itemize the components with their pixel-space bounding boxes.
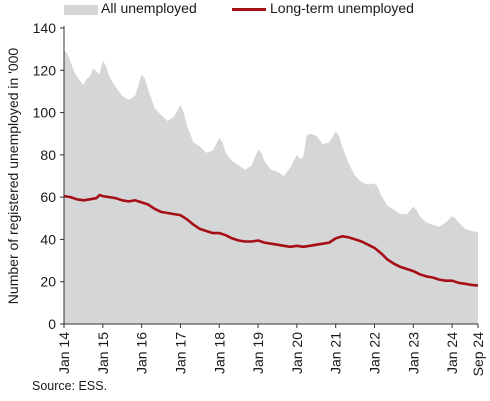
series-area-all-unemployed <box>64 50 478 324</box>
x-tick-label: Jan 24 <box>444 332 460 374</box>
legend-label-all-unemployed: All unemployed <box>101 0 197 16</box>
legend-swatch-long-term-unemployed <box>232 8 266 11</box>
legend-label-long-term-unemployed: Long-term unemployed <box>270 0 414 16</box>
x-tick-label: Jan 20 <box>289 332 305 374</box>
x-tick-label: Jan 17 <box>172 332 188 374</box>
x-tick-label: Sep 24 <box>470 332 486 377</box>
legend-swatch-all-unemployed <box>64 5 98 15</box>
x-tick-label: Jan 14 <box>56 332 72 374</box>
y-tick-label: 80 <box>40 147 56 163</box>
y-tick-label: 100 <box>33 105 57 121</box>
source-note: Source: ESS. <box>32 379 108 393</box>
y-tick-label: 120 <box>33 62 57 78</box>
x-tick-label: Jan 19 <box>250 332 266 374</box>
y-tick-label: 40 <box>40 231 56 247</box>
y-tick-label: 140 <box>33 20 57 36</box>
y-axis-title: Number of registered unemployed in '000 <box>5 48 21 305</box>
x-tick-label: Jan 15 <box>95 332 111 374</box>
x-tick-label: Jan 22 <box>367 332 383 374</box>
y-tick-label: 0 <box>48 316 56 332</box>
x-tick-label: Jan 16 <box>134 332 150 374</box>
series-line-long-term-unemployed <box>63 193 479 287</box>
x-tick-label: Jan 21 <box>328 332 344 374</box>
y-tick-label: 60 <box>40 189 56 205</box>
y-tick-label: 20 <box>40 274 56 290</box>
x-tick-label: Jan 18 <box>211 332 227 374</box>
x-tick-label: Jan 23 <box>405 332 421 374</box>
